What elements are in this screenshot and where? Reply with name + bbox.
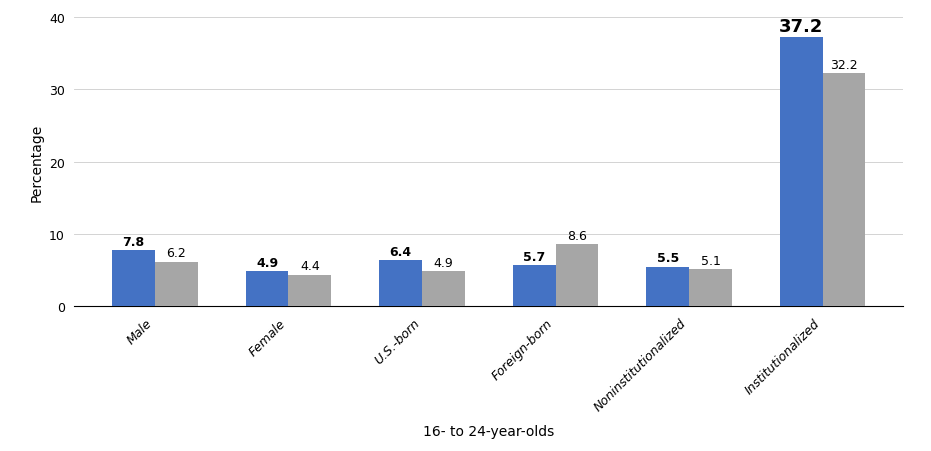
Bar — [556, 244, 599, 307]
Text: 6.4: 6.4 — [389, 245, 412, 258]
Bar — [155, 262, 197, 307]
Bar — [379, 261, 422, 307]
Y-axis label: Percentage: Percentage — [30, 123, 44, 202]
Text: 6.2: 6.2 — [167, 247, 186, 260]
Text: 4.9: 4.9 — [434, 256, 453, 269]
Bar — [246, 272, 289, 307]
X-axis label: 16- to 24-year-olds: 16- to 24-year-olds — [424, 424, 554, 438]
Bar — [646, 267, 689, 307]
Text: 8.6: 8.6 — [567, 230, 587, 243]
Text: 4.9: 4.9 — [256, 256, 278, 269]
Text: 32.2: 32.2 — [830, 59, 857, 72]
Bar — [289, 275, 331, 307]
Bar — [689, 270, 732, 307]
Text: 5.1: 5.1 — [700, 255, 721, 268]
Text: 5.7: 5.7 — [523, 250, 546, 263]
Bar — [780, 38, 823, 307]
Bar — [422, 272, 465, 307]
Bar — [112, 250, 155, 307]
Bar — [513, 266, 556, 307]
Text: 37.2: 37.2 — [779, 18, 824, 36]
Text: 4.4: 4.4 — [300, 260, 319, 273]
Text: 5.5: 5.5 — [656, 252, 679, 265]
Bar — [823, 74, 866, 307]
Text: 7.8: 7.8 — [123, 235, 144, 248]
